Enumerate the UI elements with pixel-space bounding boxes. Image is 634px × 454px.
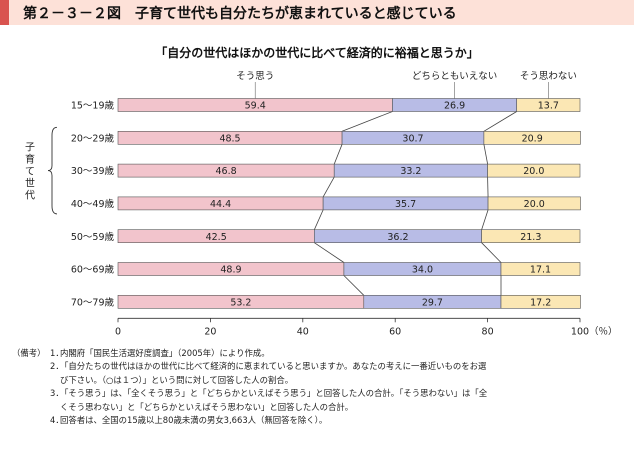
bar-segment (483, 131, 581, 145)
legend: そう思う どちらともいえない そう思わない (236, 71, 577, 99)
bar-value-label: 21.3 (520, 232, 541, 243)
connector-line (481, 242, 502, 263)
bar-segment (500, 294, 581, 309)
chart-title: 「自分の世代はほかの世代に比べて経済的に裕福と思うか」 (155, 45, 479, 60)
bar-value-label: 48.9 (220, 265, 241, 276)
notes: （備考） 1． 内閣府「国民生活選好度調査」（2005年）により作成。 2． 「自分たち… (6, 347, 628, 427)
note-text-line: び下さい。（○は１つ）」という問に対して回答した人の割合。 (60, 374, 294, 385)
note-item: 2． 「自分たちの世代はほかの世代に比べて経済的に恵まれていると思いますか。あなた… (6, 360, 628, 387)
connector-line (341, 111, 393, 132)
legend-label: どちらともいえない (412, 71, 497, 82)
note-number: 4． (50, 415, 64, 426)
bar-value-label: 13.7 (538, 101, 559, 112)
connector-line (483, 111, 517, 132)
note-text-line: 内閣府「国民生活選好度調査」（2005年）により作成。 (60, 348, 270, 358)
note-number: 2． (50, 361, 64, 372)
figure-title: 第２－３－２図 子育て世代も自分たちが恵まれていると感じている (23, 6, 457, 22)
category-label: 60～69歳 (71, 264, 115, 276)
x-tick-label: 40 (297, 326, 309, 337)
bar-value-label: 20.9 (522, 133, 543, 144)
category-label: 30～39歳 (71, 165, 115, 177)
bar-value-label: 26.9 (444, 101, 465, 112)
bar-segment (487, 163, 581, 178)
connector-line (483, 144, 488, 165)
connector-line (322, 176, 335, 198)
x-tick-label: 20 (204, 326, 216, 337)
connector-lines (313, 111, 517, 296)
bar-value-label: 35.7 (395, 199, 416, 210)
figure-title-bar: 第２－３－２図 子育て世代も自分たちが恵まれていると感じている (0, 0, 634, 25)
bar-value-label: 33.2 (400, 166, 421, 177)
stacked-bar-chart: 「自分の世代はほかの世代に比べて経済的に裕福と思うか」 そう思う どちらともいえな… (25, 45, 618, 337)
category-labels: 15～19歳 20～29歳 30～39歳 40～49歳 50～59歳 60～69歳 70～7… (71, 100, 115, 309)
bar-value-label: 48.5 (219, 133, 240, 144)
bar-value-label: 46.8 (216, 166, 237, 177)
bar-value-label: 44.4 (210, 199, 231, 210)
group-bracket-shape (47, 126, 58, 215)
bar-value-label: 53.2 (230, 297, 251, 308)
note-number: 1． (50, 348, 64, 358)
x-tick-label: 60 (389, 326, 401, 337)
group-label: 子育て世代 (25, 142, 35, 202)
x-tick-label: 0 (115, 326, 121, 337)
bar-value-label: 36.2 (387, 232, 408, 243)
notes-label: （備考） (12, 348, 46, 358)
note-text-line: 「そう思う」は、「全くそう思う」と「どちらかといえばそう思う」と回答した人の合計… (60, 388, 488, 399)
note-text-line: くそう思わない」と「どちらかといえばそう思わない」と回答した人の合計。 (60, 401, 354, 412)
connector-line (343, 275, 365, 296)
bar-segment (481, 229, 581, 243)
legend-label: そう思わない (520, 71, 577, 82)
category-label: 20～29歳 (71, 132, 115, 144)
chart-panel: 「自分の世代はほかの世代に比べて経済的に裕福と思うか」 そう思う どちらともいえな… (0, 25, 634, 342)
note-number: 3． (50, 388, 64, 399)
bar-value-label: 20.0 (524, 199, 545, 210)
bar-value-label: 29.7 (422, 297, 443, 308)
category-label: 40～49歳 (71, 198, 115, 210)
connector-line (333, 144, 343, 165)
x-tick-label: 100 (571, 326, 589, 337)
bar-segment (487, 196, 581, 211)
bar-segment (500, 262, 581, 276)
note-text-line: 「自分たちの世代はほかの世代に比べて経済的に恵まれていると思いますか。あなたの考… (60, 361, 487, 372)
group-bracket: 子育て世代 (25, 126, 58, 215)
bar-value-label: 59.4 (245, 101, 266, 112)
note-item: 4． 回答者は、全国の15歳以上80歳未満の男女3,663人（無回答を除く）。 (6, 414, 628, 427)
category-label: 15～19歳 (71, 100, 115, 112)
connector-line (481, 209, 489, 230)
bar-value-label: 20.0 (523, 166, 544, 177)
note-item: 3． 「そう思う」は、「全くそう思う」と「どちらかといえばそう思う」と回答した人の… (6, 387, 628, 414)
connector-line (313, 209, 324, 230)
note-item: （備考） 1． 内閣府「国民生活選好度調査」（2005年）により作成。 (6, 347, 628, 360)
bar-segment (516, 98, 581, 112)
bar-value-label: 42.5 (206, 232, 227, 243)
bar-value-label: 17.1 (530, 265, 551, 276)
category-label: 70～79歳 (71, 296, 115, 308)
bar-value-label: 30.7 (402, 133, 423, 144)
x-unit-label: （％） (589, 325, 618, 337)
connector-line (314, 242, 345, 263)
bar-value-label: 34.0 (412, 265, 433, 276)
bars: 59.4 26.9 13.7 48.5 30.7 20.9 46.8 33.2 20.0 44.4… (117, 98, 581, 309)
category-label: 50～59歳 (71, 231, 115, 243)
bar-value-label: 17.2 (530, 297, 551, 308)
legend-label: そう思う (236, 71, 274, 82)
x-axis: 0 20 40 60 80 100 （％） (115, 317, 618, 337)
x-tick-label: 80 (482, 326, 494, 337)
note-text-line: 回答者は、全国の15歳以上80歳未満の男女3,663人（無回答を除く）。 (60, 415, 328, 426)
